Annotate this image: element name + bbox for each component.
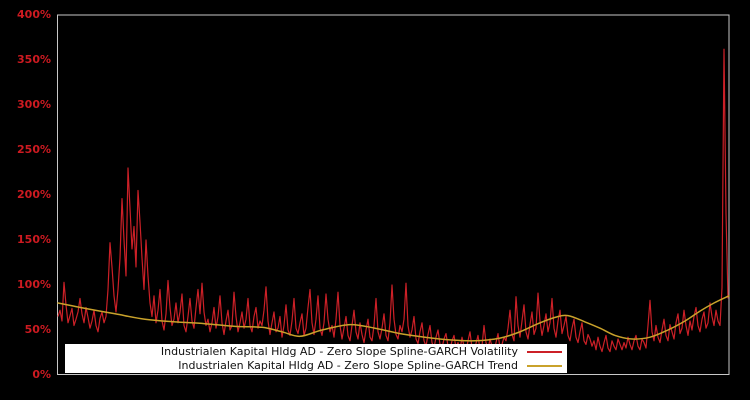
legend-label-volatility: Industrialen Kapital Hldg AD - Zero Slop…	[160, 345, 518, 358]
volatility-series-line	[57, 48, 729, 353]
y-axis-label: 350%	[17, 53, 51, 66]
legend-line-sample-volatility	[527, 350, 562, 353]
y-axis-label: 50%	[24, 323, 51, 336]
chart-legend: Industrialen Kapital Hldg AD - Zero Slop…	[65, 344, 567, 373]
y-axis-label: 150%	[17, 233, 51, 246]
y-axis-label: 100%	[17, 278, 51, 291]
y-axis-label: 300%	[17, 98, 51, 111]
legend-item-volatility: Industrialen Kapital Hldg AD - Zero Slop…	[65, 345, 562, 358]
y-axis-label: 400%	[17, 8, 51, 21]
y-axis-label: 250%	[17, 143, 51, 156]
legend-item-trend: Industrialen Kapital Hldg AD - Zero Slop…	[65, 359, 562, 372]
legend-label-trend: Industrialen Kapital Hldg AD - Zero Slop…	[178, 359, 518, 372]
legend-line-sample-trend	[527, 364, 562, 367]
plot-frame	[57, 14, 730, 375]
trend-series-line	[57, 295, 730, 342]
y-axis-label: 200%	[17, 188, 51, 201]
y-axis-label: 0%	[32, 368, 51, 381]
